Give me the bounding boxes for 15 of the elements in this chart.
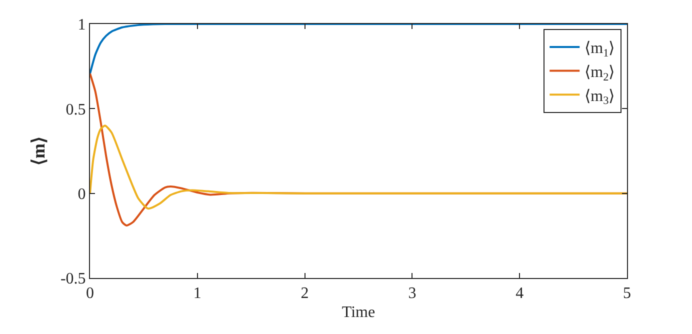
x-tick-label: 3 [408, 285, 416, 302]
x-tick-label: 1 [193, 285, 202, 302]
y-tick-label: 1 [78, 16, 86, 34]
x-tick-label: 5 [623, 285, 631, 302]
y-tick-label: 0 [78, 186, 86, 203]
y-axis-title: ⟨m⟩ [28, 136, 49, 166]
legend-label: ⟨m$_{3}$⟩ [584, 88, 615, 108]
x-axis-title: Time [342, 304, 376, 321]
x-tick-label: 4 [516, 285, 524, 302]
legend-label: ⟨m$_{2}$⟩ [584, 64, 615, 84]
y-tick-label: 0.5 [66, 101, 86, 118]
y-tick-label: -0.5 [60, 270, 86, 288]
x-tick-label: 2 [300, 285, 309, 302]
legend-label: ⟨m$_{1}$⟩ [584, 40, 615, 60]
line-series [90, 124, 627, 210]
